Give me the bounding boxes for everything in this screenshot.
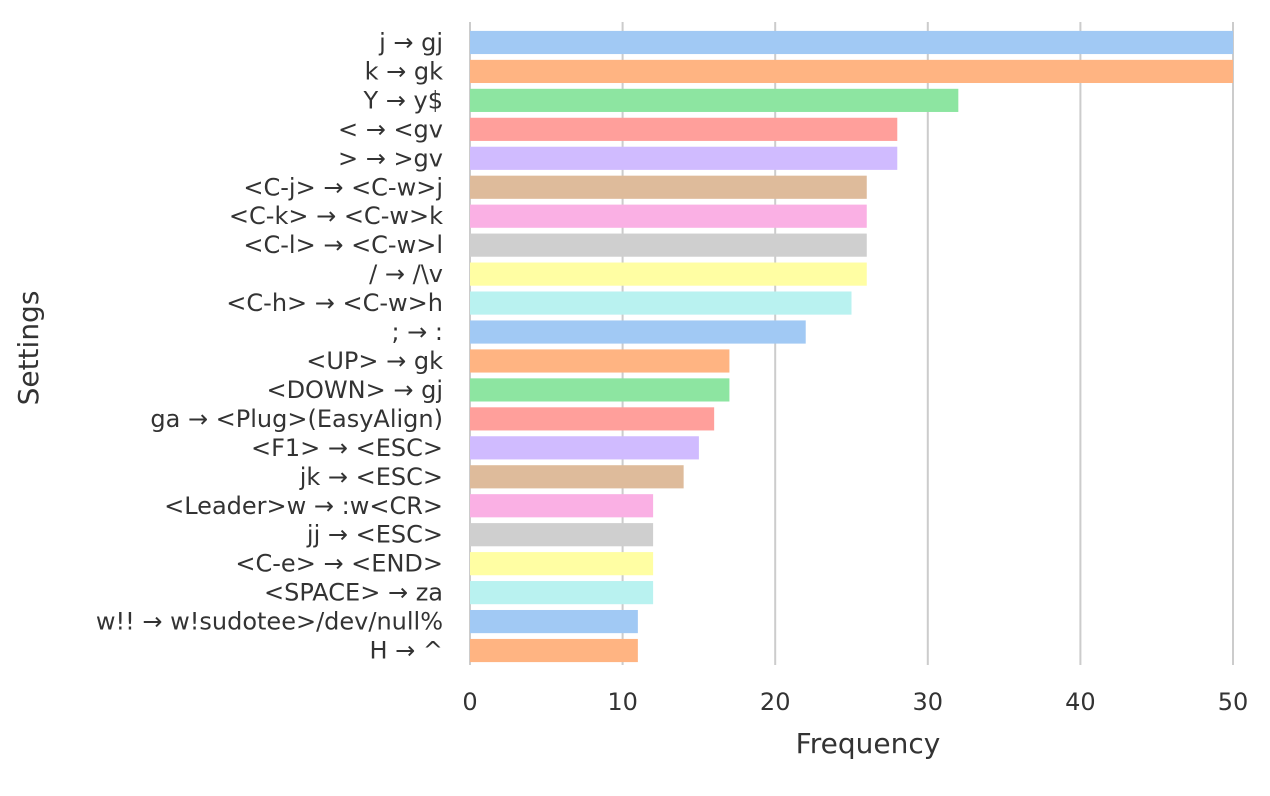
bar bbox=[470, 581, 654, 605]
category-label: <DOWN> → gj bbox=[266, 376, 443, 404]
bar bbox=[470, 59, 1233, 84]
bar bbox=[470, 407, 715, 431]
category-label: > → >gv bbox=[338, 144, 443, 172]
category-label: <C-k> → <C-w>k bbox=[229, 202, 443, 230]
category-label: jk → <ESC> bbox=[299, 463, 443, 491]
bars bbox=[470, 30, 1233, 663]
category-label: / → /\v bbox=[369, 260, 443, 288]
category-labels: j → gjk → gkY → y$< → <gv> → >gv<C-j> → … bbox=[96, 28, 443, 664]
bar bbox=[470, 320, 806, 344]
category-label: ; → : bbox=[391, 318, 443, 346]
bar bbox=[470, 233, 867, 257]
category-label: j → gj bbox=[378, 28, 443, 56]
category-label: Y → y$ bbox=[363, 86, 444, 114]
bar bbox=[470, 378, 730, 402]
bar bbox=[470, 204, 867, 228]
x-tick-label: 50 bbox=[1218, 688, 1249, 716]
category-label: <UP> → gk bbox=[306, 347, 443, 375]
x-tick-label: 0 bbox=[462, 688, 477, 716]
category-label: <C-h> → <C-w>h bbox=[226, 289, 443, 317]
x-tick-label: 20 bbox=[760, 688, 791, 716]
bar bbox=[470, 175, 867, 199]
bar bbox=[470, 349, 730, 373]
category-label: ga → <Plug>(EasyAlign) bbox=[150, 405, 443, 433]
bar bbox=[470, 494, 654, 518]
bar bbox=[470, 465, 684, 489]
category-label: <SPACE> → za bbox=[264, 579, 443, 607]
category-label: H → ^ bbox=[369, 637, 443, 665]
bar bbox=[470, 88, 959, 112]
bar bbox=[470, 262, 867, 286]
category-label: < → <gv bbox=[338, 115, 443, 143]
category-label: <F1> → <ESC> bbox=[251, 434, 443, 462]
y-axis-title: Settings bbox=[12, 291, 45, 406]
bar bbox=[470, 609, 638, 634]
bar bbox=[470, 436, 699, 460]
x-tick-label: 10 bbox=[607, 688, 638, 716]
bar bbox=[470, 638, 638, 663]
bar bbox=[470, 523, 654, 547]
category-label: <C-j> → <C-w>j bbox=[243, 173, 443, 201]
category-label: k → gk bbox=[365, 57, 444, 85]
bar bbox=[470, 117, 898, 141]
category-label: jj → <ESC> bbox=[306, 521, 443, 549]
x-axis-title: Frequency bbox=[796, 727, 941, 760]
category-label: <C-e> → <END> bbox=[235, 550, 443, 578]
x-tick-label: 30 bbox=[913, 688, 944, 716]
category-label: w!! → w!sudotee>/dev/null% bbox=[96, 608, 443, 636]
category-label: <C-l> → <C-w>l bbox=[243, 231, 443, 259]
x-tick-labels: 0 10 20 30 40 50 bbox=[462, 688, 1248, 716]
x-tick-label: 40 bbox=[1065, 688, 1096, 716]
bar bbox=[470, 552, 654, 576]
bar bbox=[470, 291, 852, 315]
bar bbox=[470, 30, 1233, 55]
bar bbox=[470, 146, 898, 170]
category-label: <Leader>w → :w<CR> bbox=[164, 492, 443, 520]
